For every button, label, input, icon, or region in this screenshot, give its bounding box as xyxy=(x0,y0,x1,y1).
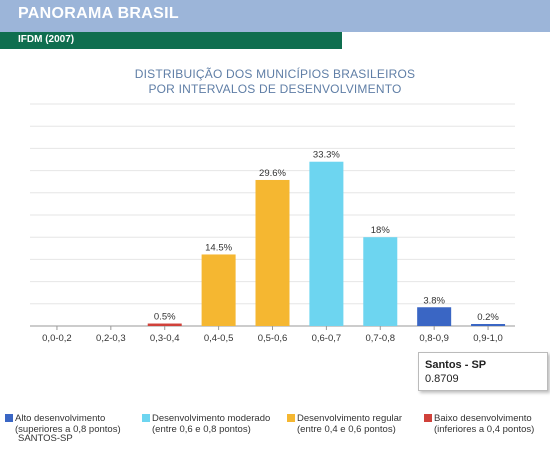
x-tick-label: 0,7-0,8 xyxy=(365,333,395,344)
bar-0,9-1,0 xyxy=(471,324,506,326)
bar-0,5-0,6 xyxy=(255,179,290,326)
legend-swatch-alto xyxy=(5,414,13,422)
subtitle-bar: IFDM (2007) xyxy=(0,32,342,49)
legend-swatch-baixo xyxy=(424,414,432,422)
data-label: 0.2% xyxy=(477,312,499,323)
legend-extra-label: SANTOS-SP xyxy=(18,433,73,444)
data-label: 3.8% xyxy=(423,295,445,306)
chart-title-line-1: DISTRIBUIÇÃO DOS MUNICÍPIOS BRASILEIROS xyxy=(134,67,416,81)
x-tick-label: 0,4-0,5 xyxy=(204,333,234,344)
legend-swatch-regular xyxy=(287,414,295,422)
tooltip-value: 0.8709 xyxy=(425,373,459,385)
bar-chart: 0,0-0,2 0,2-0,3 0,3-0,4 0.5% 0,4-0,5 14.5% 0,5… xyxy=(30,103,515,344)
tooltip: Santos - SP 0.8709 xyxy=(418,352,548,391)
x-tick-label: 0,0-0,2 xyxy=(42,333,72,344)
legend-label-baixo: Baixo desenvolvimento xyxy=(434,413,532,424)
data-label: 14.5% xyxy=(205,242,232,253)
legend-sublabel-regular: (entre 0,4 e 0,6 pontos) xyxy=(297,424,396,435)
bar-0,4-0,5 xyxy=(201,254,236,326)
bar-0,3-0,4 xyxy=(147,323,182,326)
x-tick-label: 0,3-0,4 xyxy=(150,333,180,344)
legend-sublabel-moderado: (entre 0,6 e 0,8 pontos) xyxy=(152,424,251,435)
bar-0,6-0,7 xyxy=(309,161,344,326)
x-tick-label: 0,6-0,7 xyxy=(312,333,342,344)
header-bar: PANORAMA BRASIL xyxy=(0,0,550,32)
legend-label-moderado: Desenvolvimento moderado xyxy=(152,413,271,424)
x-tick-label: 0,8-0,9 xyxy=(419,333,449,344)
x-tick-label: 0,9-1,0 xyxy=(473,333,503,344)
bar-0,7-0,8 xyxy=(363,237,398,326)
x-tick-label: 0,2-0,3 xyxy=(96,333,126,344)
bar-0,8-0,9 xyxy=(417,307,452,326)
legend-sublabel-baixo: (inferiores a 0,4 pontos) xyxy=(434,424,535,435)
legend-label-alto: Alto desenvolvimento xyxy=(15,413,106,424)
data-label: 18% xyxy=(371,225,391,236)
data-label: 29.6% xyxy=(259,168,286,179)
page-title: PANORAMA BRASIL xyxy=(18,5,179,22)
subtitle-label: IFDM (2007) xyxy=(18,34,75,45)
legend-sublabel-alto: (superiores a 0,8 pontos) xyxy=(15,424,121,435)
legend: Alto desenvolvimento (superiores a 0,8 p… xyxy=(0,413,550,451)
data-label: 0.5% xyxy=(154,312,176,323)
tooltip-title: Santos - SP xyxy=(425,359,487,371)
x-tick-label: 0,5-0,6 xyxy=(258,333,288,344)
legend-label-regular: Desenvolvimento regular xyxy=(297,413,403,424)
data-label: 33.3% xyxy=(313,150,340,161)
legend-swatch-moderado xyxy=(142,414,150,422)
chart-title-line-2: POR INTERVALOS DE DESENVOLVIMENTO xyxy=(148,82,402,96)
